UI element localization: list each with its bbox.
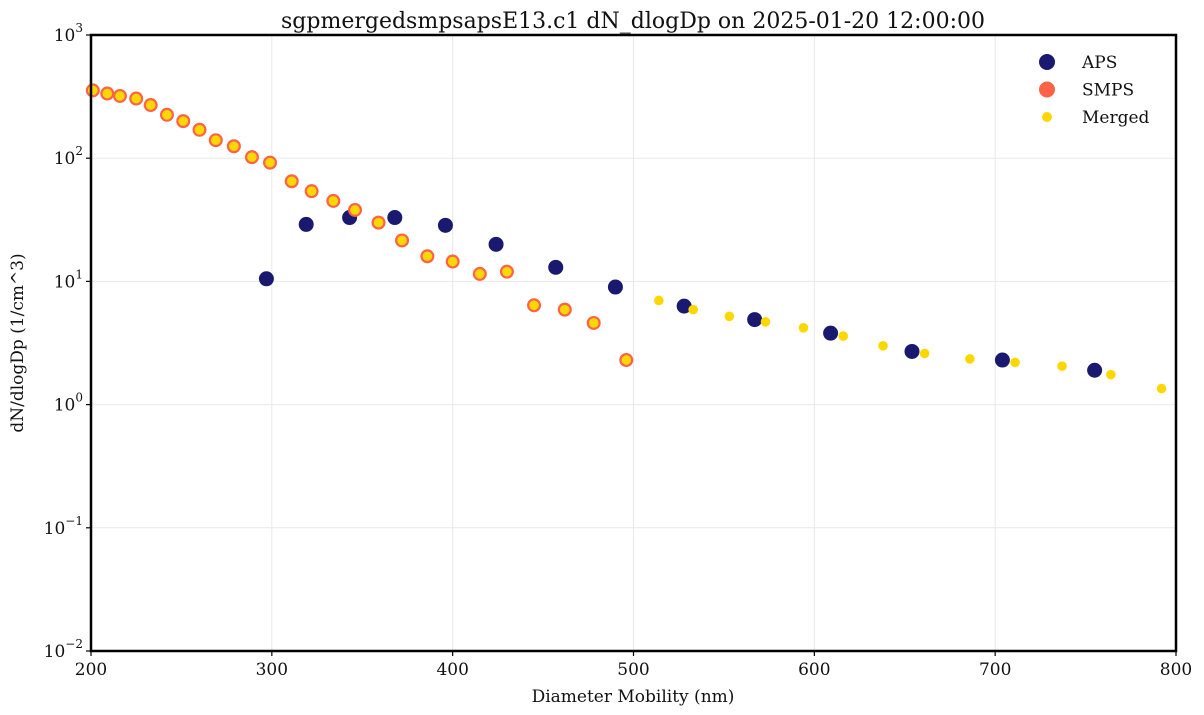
legend-label-aps: APS bbox=[1081, 53, 1117, 73]
merged-point bbox=[247, 152, 257, 162]
aps-point bbox=[298, 216, 314, 232]
merged-point bbox=[1106, 369, 1116, 380]
merged-point bbox=[447, 256, 458, 267]
merged-point bbox=[306, 186, 317, 196]
merged-point bbox=[529, 300, 539, 311]
x-tick-label: 400 bbox=[436, 660, 468, 680]
x-axis: 200 300 400 500 600 700 800 bbox=[75, 651, 1192, 680]
merged-point bbox=[724, 311, 735, 322]
merged-point bbox=[1156, 383, 1167, 394]
aps-point bbox=[747, 312, 763, 328]
y-tick-label: 102 bbox=[54, 144, 83, 169]
plot-area bbox=[85, 83, 1167, 394]
legend: APS SMPS Merged bbox=[1039, 53, 1150, 128]
y-tick-label: 10−2 bbox=[44, 637, 83, 662]
legend-marker-merged bbox=[1042, 112, 1052, 122]
merged-point bbox=[397, 235, 407, 246]
merged-point bbox=[115, 91, 125, 101]
merged-point bbox=[798, 323, 809, 333]
merged-point bbox=[88, 85, 98, 96]
y-tick-label: 103 bbox=[54, 21, 83, 46]
merged-point bbox=[838, 331, 849, 341]
merged-point bbox=[131, 93, 142, 104]
merged-point bbox=[162, 110, 172, 120]
x-tick-label: 500 bbox=[617, 660, 649, 680]
y-axis-label: dN/dlogDp (1/cm^3) bbox=[8, 253, 28, 432]
y-tick-label: 100 bbox=[54, 391, 83, 416]
merged-point bbox=[654, 295, 664, 306]
x-tick-label: 600 bbox=[798, 660, 830, 680]
merged-point bbox=[229, 141, 239, 152]
legend-label-smps: SMPS bbox=[1082, 81, 1134, 101]
legend-marker-aps bbox=[1039, 54, 1055, 70]
aps-point bbox=[994, 352, 1010, 368]
series-merged bbox=[88, 85, 1167, 394]
aps-point bbox=[387, 210, 403, 226]
merged-point bbox=[760, 316, 771, 327]
merged-point bbox=[422, 251, 433, 262]
merged-point bbox=[559, 304, 570, 315]
merged-point bbox=[474, 269, 485, 279]
x-tick-label: 800 bbox=[1160, 660, 1192, 680]
merged-point bbox=[919, 348, 930, 359]
merged-point bbox=[588, 318, 599, 328]
merged-point bbox=[878, 341, 888, 351]
aps-point bbox=[258, 271, 274, 287]
legend-label-merged: Merged bbox=[1082, 108, 1150, 128]
merged-point bbox=[373, 217, 384, 228]
merged-point bbox=[350, 205, 360, 215]
x-tick-label: 300 bbox=[256, 660, 288, 680]
merged-point bbox=[1010, 357, 1020, 368]
legend-marker-smps bbox=[1039, 81, 1055, 98]
merged-point bbox=[178, 116, 189, 126]
x-tick-label: 200 bbox=[75, 660, 107, 680]
series-smps bbox=[85, 83, 634, 368]
merged-point bbox=[286, 176, 297, 187]
aps-point bbox=[676, 298, 692, 314]
series-aps bbox=[258, 210, 1103, 378]
merged-point bbox=[265, 157, 275, 168]
x-tick-label: 700 bbox=[979, 660, 1011, 680]
aps-point bbox=[1087, 362, 1103, 378]
aps-point bbox=[488, 236, 504, 252]
aps-point bbox=[437, 217, 453, 233]
y-tick-label: 10−1 bbox=[44, 514, 83, 539]
chart-title: sgpmergedsmpsapsE13.c1 dN_dlogDp on 2025… bbox=[281, 9, 985, 34]
merged-point bbox=[102, 88, 113, 99]
merged-point bbox=[194, 125, 205, 135]
merged-point bbox=[621, 355, 632, 365]
merged-point bbox=[145, 100, 156, 110]
merged-point bbox=[328, 196, 339, 206]
aps-point bbox=[904, 343, 920, 359]
y-axis: 10−2 10−1 100 101 102 103 bbox=[44, 21, 91, 662]
merged-point bbox=[688, 304, 698, 315]
aps-point bbox=[823, 325, 839, 341]
aps-point bbox=[607, 279, 623, 295]
aps-point bbox=[548, 259, 564, 275]
merged-point bbox=[502, 266, 512, 277]
x-axis-label: Diameter Mobility (nm) bbox=[532, 687, 735, 707]
merged-point bbox=[965, 354, 975, 364]
grid bbox=[90, 34, 1177, 652]
merged-point bbox=[210, 135, 221, 145]
y-tick-label: 101 bbox=[54, 267, 83, 292]
merged-point bbox=[1057, 361, 1067, 371]
